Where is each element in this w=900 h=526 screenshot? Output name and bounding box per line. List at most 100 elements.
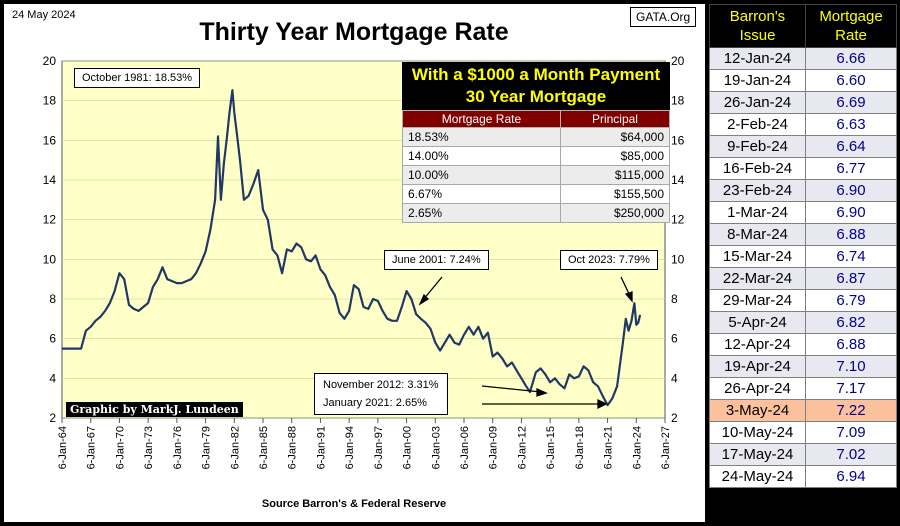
rate-row: 22-Mar-24 6.87 (709, 267, 897, 290)
x-tick-label: 6-Jan-79 (201, 426, 213, 469)
issue-date-cell: 3-May-24 (709, 399, 806, 422)
rate-row: 1-Mar-24 6.90 (709, 201, 897, 224)
payment-principal-cell: $64,000 (559, 127, 671, 147)
x-tick-label: 6-Jan-12 (516, 426, 528, 469)
issue-date-cell: 24-May-24 (709, 465, 806, 488)
rate-row: 23-Feb-24 6.90 (709, 179, 897, 202)
annotation-oct2023: Oct 2023: 7.79% (560, 250, 658, 270)
issue-date-cell: 26-Jan-24 (709, 91, 806, 114)
annotation-lows: November 2012: 3.31% January 2021: 2.65% (314, 373, 448, 415)
rate-value-cell: 7.02 (805, 443, 897, 466)
payment-table-body: 18.53% $64,000 14.00% $85,000 10.00% $115,000… (402, 127, 671, 223)
x-tick-label: 6-Jan-03 (430, 426, 442, 469)
rate-value-cell: 7.22 (805, 399, 897, 422)
issue-date-cell: 12-Jan-24 (709, 47, 806, 70)
issue-date-cell: 8-Mar-24 (709, 223, 806, 246)
annotation-nov2012: November 2012: 3.31% (323, 379, 439, 391)
payment-title-line2: 30 Year Mortgage (465, 87, 607, 106)
x-tick-label: 6-Jan-18 (574, 426, 586, 469)
rate-value-cell: 6.90 (805, 179, 897, 202)
rate-table-header: Barron's Issue Mortgage Rate (709, 4, 897, 48)
rate-row: 26-Apr-24 7.17 (709, 377, 897, 400)
annotation-peak: October 1981: 18.53% (74, 68, 201, 88)
payment-table-header: Mortgage Rate Principal (402, 110, 671, 128)
rate-value-cell: 6.88 (805, 223, 897, 246)
rate-row: 16-Feb-24 6.77 (709, 157, 897, 180)
site-label: GATA.Org (630, 7, 697, 27)
payment-rate-cell: 10.00% (402, 165, 561, 185)
issue-date-cell: 12-Apr-24 (709, 333, 806, 356)
rate-row: 19-Apr-24 7.10 (709, 355, 897, 378)
series-line-mortgage-rate (62, 89, 642, 407)
issue-date-cell: 22-Mar-24 (709, 267, 806, 290)
rate-value-cell: 6.77 (805, 157, 897, 180)
chart-title: Thirty Year Mortgage Rate (199, 18, 509, 46)
rate-row: 12-Apr-24 6.88 (709, 333, 897, 356)
x-tick-label: 6-Jan-97 (373, 426, 385, 469)
x-tick-label: 6-Jan-67 (86, 426, 98, 469)
rate-value-cell: 6.90 (805, 201, 897, 224)
y-tick-label: 2 (49, 411, 56, 425)
issue-date-cell: 17-May-24 (709, 443, 806, 466)
x-tick-label: 6-Jan-88 (287, 426, 299, 469)
y-tick-label: 8 (671, 292, 678, 306)
source-label: Source Barron's & Federal Reserve (261, 498, 447, 510)
x-tick-label: 6-Jan-76 (172, 426, 184, 469)
rate-value-cell: 6.82 (805, 311, 897, 334)
issue-date-cell: 5-Apr-24 (709, 311, 806, 334)
x-tick-label: 6-Jan-06 (459, 426, 471, 469)
x-tick-label: 6-Jan-94 (344, 426, 356, 469)
weekly-rate-table: Barron's Issue Mortgage Rate 12-Jan-24 6.… (709, 4, 897, 488)
payment-row: 14.00% $85,000 (402, 146, 671, 166)
rate-row: 19-Jan-24 6.60 (709, 69, 897, 92)
y-tick-label: 2 (671, 411, 678, 425)
y-tick-label: 18 (43, 94, 57, 108)
rate-row: 9-Feb-24 6.64 (709, 135, 897, 158)
rate-value-cell: 6.79 (805, 289, 897, 312)
payment-rate-cell: 14.00% (402, 146, 561, 166)
header-rate: Mortgage Rate (805, 4, 897, 48)
payment-row: 10.00% $115,000 (402, 165, 671, 185)
y-tick-label: 12 (43, 213, 57, 227)
rate-row: 29-Mar-24 6.79 (709, 289, 897, 312)
x-tick-label: 6-Jan-00 (402, 426, 414, 469)
annotation-jan2021: January 2021: 2.65% (323, 397, 427, 409)
chart-panel: 2 4 6 8 10 12 14 16 18 20 2 4 6 8 10 12 14 16 18 20 6-Jan-… (4, 4, 705, 522)
y-tick-label: 10 (43, 252, 57, 266)
payment-row: 2.65% $250,000 (402, 203, 671, 223)
rate-row: 12-Jan-24 6.66 (709, 47, 897, 70)
report-date: 24 May 2024 (12, 9, 76, 21)
issue-date-cell: 19-Jan-24 (709, 69, 806, 92)
rate-value-cell: 6.74 (805, 245, 897, 268)
y-tick-label: 14 (671, 173, 685, 187)
x-tick-label: 6-Jan-21 (603, 426, 615, 469)
rate-row: 17-May-24 7.02 (709, 443, 897, 466)
arrowhead-nov2012 (536, 387, 548, 397)
rate-value-cell: 6.63 (805, 113, 897, 136)
y-tick-label: 18 (671, 94, 685, 108)
y-tick-label: 14 (43, 173, 57, 187)
payment-table: Mortgage Rate Principal 18.53% $64,000 14.… (402, 110, 671, 223)
issue-date-cell: 23-Feb-24 (709, 179, 806, 202)
y-axis-left: 2 4 6 8 10 12 14 16 18 20 (43, 54, 57, 425)
rate-row: 15-Mar-24 6.74 (709, 245, 897, 268)
payment-rate-cell: 2.65% (402, 203, 561, 223)
arrowhead-jun2001 (418, 293, 430, 306)
y-tick-label: 6 (671, 332, 678, 346)
payment-principal-cell: $85,000 (559, 146, 671, 166)
rate-row: 24-May-24 6.94 (709, 465, 897, 488)
rate-value-cell: 6.64 (805, 135, 897, 158)
y-tick-label: 20 (43, 54, 57, 68)
arrow-jun2001 (422, 276, 443, 301)
rate-value-cell: 6.69 (805, 91, 897, 114)
x-tick-label: 6-Jan-15 (545, 426, 557, 469)
x-tick-label: 6-Jan-85 (258, 426, 270, 469)
rate-value-cell: 7.09 (805, 421, 897, 444)
credit-label: Graphic by MarkJ. Lundeen (66, 402, 243, 417)
rate-value-cell: 7.17 (805, 377, 897, 400)
rate-row: 10-May-24 7.09 (709, 421, 897, 444)
payment-row: 18.53% $64,000 (402, 127, 671, 147)
rate-row: 2-Feb-24 6.63 (709, 113, 897, 136)
rate-row: 5-Apr-24 6.82 (709, 311, 897, 334)
